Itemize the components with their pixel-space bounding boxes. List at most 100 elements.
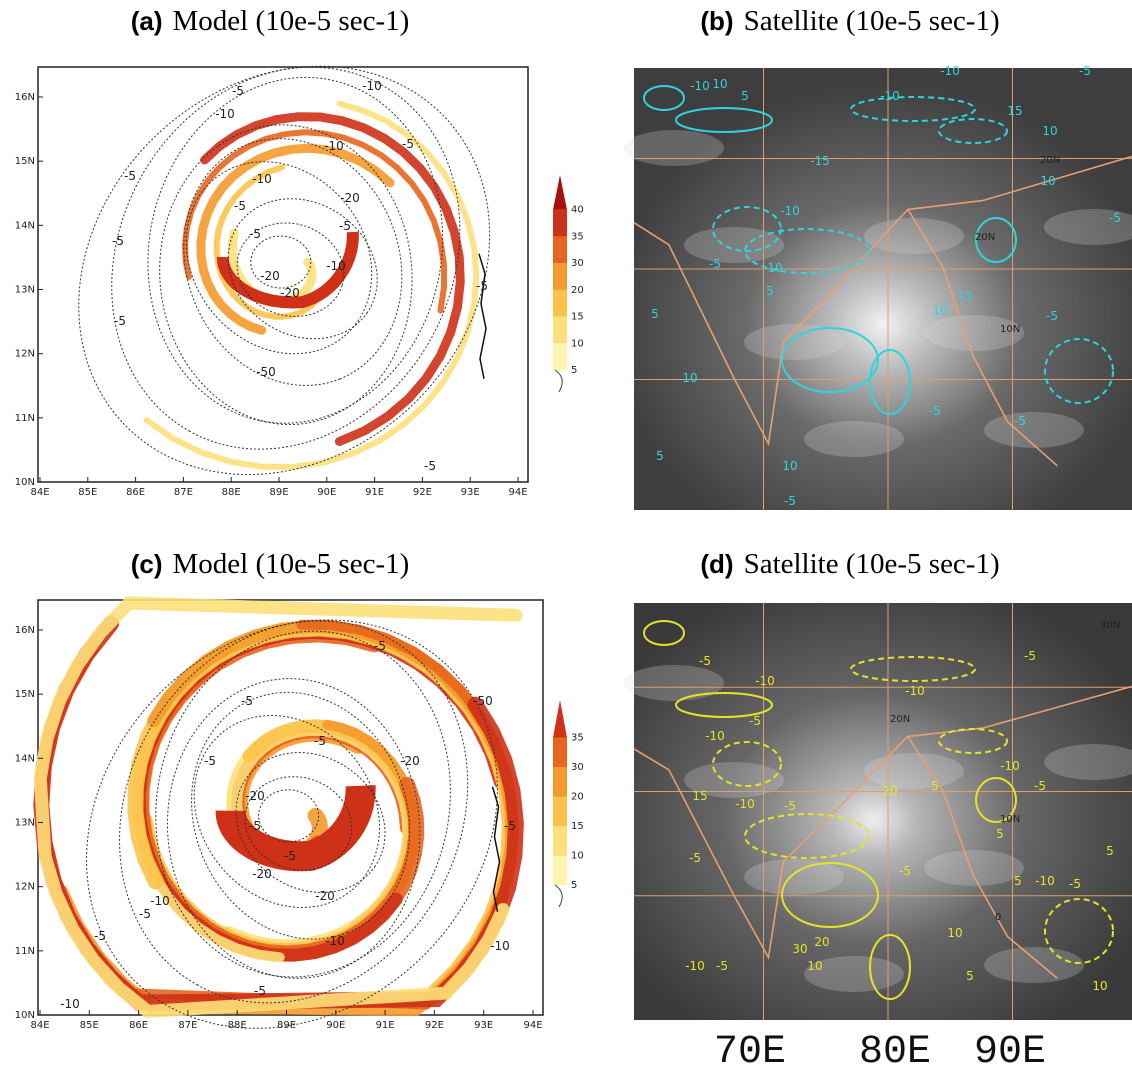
cloud [924,850,1024,886]
contour-label: 10 [782,459,797,473]
panel-label: (a) [131,6,163,36]
cloud [924,315,1024,351]
x-tick-label: 86E [126,487,145,498]
contour-label: -5 [112,234,124,248]
contour-label: -5 [249,227,261,241]
y-tick-label: 13N [15,285,35,296]
panel-title: (c) Model (10e-5 sec-1) [131,548,410,580]
contour-label: -10 [60,997,80,1011]
colorbar-label: 10 [571,338,584,349]
colorbar-label: 35 [571,231,584,242]
cloud [1044,209,1132,245]
coastline [478,253,487,379]
contour-label: -5 [254,984,266,998]
x-tick-label: 85E [78,487,97,498]
y-tick-label: 15N [15,156,35,167]
x-tick-label: 91E [365,487,384,498]
y-tick-label: 15N [15,689,35,700]
colorbar-segment [553,826,567,856]
contour-label: -20 [340,191,360,205]
satellite-image [634,603,1132,1020]
panel-title-text: Model (10e-5 sec-1) [173,5,410,37]
contour-label: -20 [400,754,420,768]
y-tick-label: 14N [15,220,35,231]
x-tick-label: 88E [222,487,241,498]
panel-label: (d) [700,549,733,579]
contour [78,65,491,476]
contour-label: -5 [1079,64,1091,78]
lat-label: 20N [1040,155,1060,166]
contour-label: -5 [709,257,721,271]
contour-label: -5 [1046,309,1058,323]
contour [744,228,870,274]
contour-label: 5 [741,89,749,103]
colorbar-label: 20 [571,285,584,296]
contour-label: -5 [241,694,253,708]
contour-label: -5 [232,84,244,98]
x-tick-label: 94E [523,1020,542,1031]
x-tick-label: 94E [508,487,527,498]
colorbar-segment [553,316,567,344]
shaded-band [196,143,395,335]
cloud [804,956,904,992]
panel-title: (b) Satellite (10e-5 sec-1) [700,5,999,37]
shaded-band [213,164,321,320]
contour [147,76,444,424]
colorbar-label: 30 [571,258,584,269]
cloud [684,762,784,798]
contour [675,692,773,718]
cloud [744,324,844,360]
contour-label: 5 [766,284,774,298]
x-tick-label: 92E [413,487,432,498]
x-tick-label: 89E [277,1020,296,1031]
cloud [864,218,964,254]
contour-label: -5 [929,404,941,418]
y-tick-label: 16N [15,625,35,636]
x-tick-label: 90E [317,487,336,498]
colorbar-cap [553,175,567,210]
contour-label: -10 [780,204,800,218]
contour-label: -5 [374,639,386,653]
colorbar-segment [553,767,567,797]
contour [166,678,421,979]
cloud [984,947,1084,983]
panel-label: (b) [700,6,733,36]
contour [643,620,685,646]
colorbar-label: 30 [571,762,584,773]
x-tick-label: 87E [178,1020,197,1031]
contour-label: 20 [882,784,897,798]
contour-label: -10 [215,107,235,121]
colorbar-segment [553,209,567,237]
contour-label: -5 [784,494,796,508]
contour [236,222,345,317]
contour [86,619,498,1029]
cloud [804,421,904,457]
colorbar-segment [553,855,567,885]
contour-label: -5 [1024,649,1036,663]
contour [183,138,403,386]
contour-label: -20 [280,286,300,300]
x-tick-label: 84E [30,1020,49,1031]
colorbar-label: 5 [571,365,577,376]
coastline [491,786,501,912]
contour-label: -5 [234,199,246,213]
colorbar-segment [553,263,567,290]
contour-label: 5 [931,779,939,793]
contour-label: -10 [490,939,510,953]
contour-label: 10 [1092,979,1107,993]
contour [869,934,911,1000]
contour [227,198,378,340]
contour-label: -5 [899,864,911,878]
contour [712,741,782,787]
contour-label: 30 [792,942,807,956]
colorbar-segment [553,343,567,370]
contour-label: -10 [735,797,755,811]
colorbar-label: 10 [571,851,584,862]
contour-label: -10 [324,139,344,153]
contour [869,349,911,415]
contour-label: 10 [682,371,697,385]
panel-title: (a) Model (10e-5 sec-1) [131,5,410,37]
panel-title: (d) Satellite (10e-5 sec-1) [700,548,999,580]
satellite-image [634,68,1132,510]
contour [1044,898,1114,964]
